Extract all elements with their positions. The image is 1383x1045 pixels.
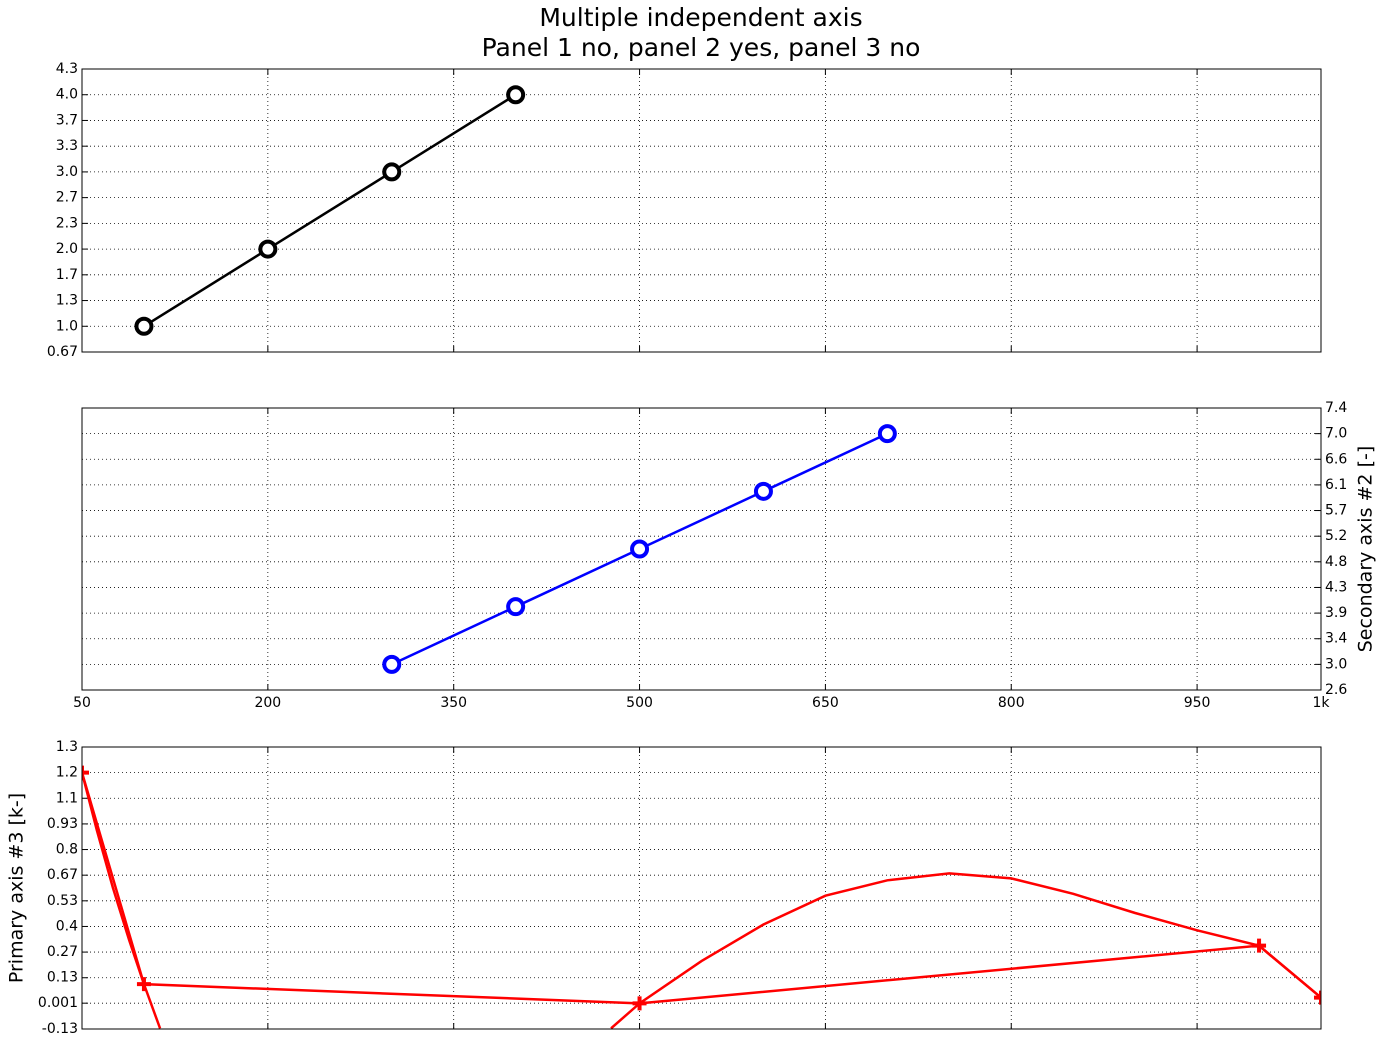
plot-frame — [81, 68, 1322, 353]
y-tick-label: 2.3 — [56, 215, 78, 231]
y-tick-label: 3.0 — [56, 164, 78, 180]
data-marker — [506, 597, 526, 617]
y-tick-label: 3.3 — [56, 138, 78, 154]
y-tick-label: 0.4 — [56, 918, 78, 934]
data-line — [143, 93, 517, 328]
y-tick-label: 2.0 — [56, 241, 78, 257]
plot-area — [143, 93, 517, 328]
y-tick-label: 1.1 — [56, 790, 78, 806]
x-tick-label: 950 — [1184, 695, 1211, 711]
y-tick-label: 4.0 — [56, 87, 78, 103]
y-tick-label: 0.13 — [47, 970, 78, 986]
data-marker — [630, 539, 650, 559]
y2-tick-label: 6.1 — [1325, 477, 1347, 493]
x-tick-label: 650 — [812, 695, 839, 711]
y2-tick-label: 3.9 — [1325, 605, 1347, 621]
y-tick-label: 0.001 — [38, 995, 78, 1011]
x-tick-label: 1k — [1312, 695, 1330, 711]
x-tick-label: 800 — [998, 695, 1025, 711]
y-tick-label: 0.93 — [47, 816, 78, 832]
y2-tick-label: 5.2 — [1325, 528, 1347, 544]
data-marker — [877, 424, 897, 444]
y-tick-label: 1.2 — [56, 765, 78, 781]
x-tick-label: 200 — [254, 695, 281, 711]
y2-tick-label: 4.3 — [1325, 579, 1347, 595]
chart-subtitle: Panel 1 no, panel 2 yes, panel 3 no — [482, 33, 921, 62]
y2-tick-label: 5.7 — [1325, 503, 1347, 519]
y2-tick-label: 6.6 — [1325, 451, 1347, 467]
plot-area — [82, 765, 1321, 1029]
y2-tick-label: 3.4 — [1325, 631, 1347, 647]
y2-tick-label: 7.0 — [1325, 426, 1347, 442]
data-marker — [134, 316, 154, 336]
y-tick-label: 1.3 — [56, 293, 78, 309]
data-marker — [82, 765, 89, 780]
y-tick-label: 0.67 — [47, 344, 78, 360]
x-tick-label: 500 — [626, 695, 653, 711]
data-marker — [382, 162, 402, 182]
y-tick-label: 1.7 — [56, 267, 78, 283]
y-tick-label: 0.8 — [56, 842, 78, 858]
y2-tick-label: 3.0 — [1325, 656, 1347, 672]
y2-tick-label: 7.4 — [1325, 400, 1347, 416]
plot-frame — [81, 746, 1322, 1030]
data-marker — [136, 977, 151, 992]
data-marker — [753, 481, 773, 501]
y-tick-label: 0.53 — [47, 893, 78, 909]
y-tick-label: 0.67 — [47, 867, 78, 883]
y-tick-label: 4.3 — [56, 61, 78, 77]
y-tick-label: 0.27 — [47, 944, 78, 960]
y-tick-label: -0.13 — [42, 1021, 78, 1037]
y2-axis-label: Secondary axis #2 [-] — [1355, 446, 1377, 653]
data-marker — [1314, 990, 1321, 1005]
data-marker — [382, 654, 402, 674]
x-tick-label: 50 — [73, 695, 91, 711]
y-tick-label: 3.7 — [56, 112, 78, 128]
data-marker — [1252, 938, 1267, 953]
y-tick-label: 1.3 — [56, 739, 78, 755]
x-tick-label: 350 — [440, 695, 467, 711]
data-marker — [632, 996, 647, 1011]
y-tick-label: 1.0 — [56, 318, 78, 334]
y2-tick-label: 2.6 — [1325, 682, 1347, 698]
chart-title: Multiple independent axis — [539, 3, 862, 32]
data-marker — [258, 239, 278, 259]
data-marker — [506, 85, 526, 105]
y2-tick-label: 4.8 — [1325, 554, 1347, 570]
y-axis-label: Primary axis #3 [k-] — [6, 793, 28, 983]
y-tick-label: 2.7 — [56, 190, 78, 206]
plot-frame — [81, 407, 1322, 691]
data-line — [82, 772, 1321, 1029]
